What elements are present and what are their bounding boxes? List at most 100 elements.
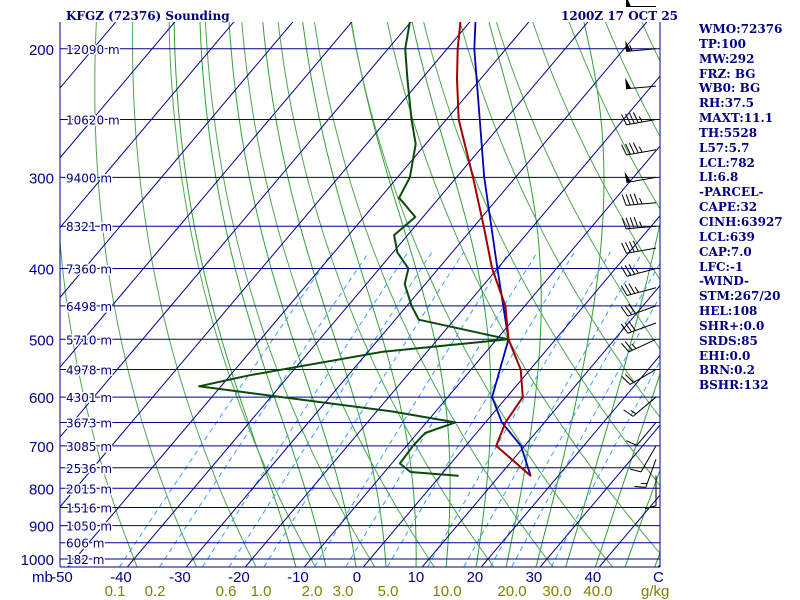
dewpoint-profile-point-4 [424, 432, 426, 434]
temperature-profile-point-3 [521, 396, 524, 398]
dewpoint-profile [198, 22, 510, 477]
wind-barb-pennant [625, 40, 632, 52]
stat-24: BSHR:132 [699, 378, 769, 393]
wind-barb-7 [621, 112, 657, 126]
wind-barb-flag [624, 265, 632, 276]
wind-barb-flag [620, 285, 628, 296]
dewpoint-profile-point-5 [454, 421, 457, 424]
height-label-10: 4301 m [66, 391, 112, 405]
stat-13: CINH:63927 [699, 214, 783, 229]
wind-barb-half-flag [638, 116, 643, 123]
stat-21: SRDS:85 [699, 333, 758, 348]
wind-barb-half-flag [638, 146, 643, 153]
wind-barb-shaft-15 [627, 305, 657, 317]
wind-barb-flag [632, 112, 639, 123]
temperature-profile-point-2 [504, 421, 507, 424]
temp-tick-30: 30 [526, 569, 543, 586]
height-label-2: 12090 m [66, 43, 120, 57]
temp-tick--30: -30 [169, 569, 191, 586]
stat-22: EHI:0.0 [699, 348, 751, 363]
stat-12: CAPE:32 [699, 200, 758, 215]
isotherm--80 [60, 22, 353, 369]
mixing-ratio-line-5 [386, 252, 575, 567]
dewpoint-profile-point-2 [399, 462, 401, 465]
wind-barb-flag [625, 217, 631, 229]
station-title: KFGZ (72376) Sounding [66, 9, 230, 23]
stat-14: LCL:639 [699, 229, 755, 244]
mixing-ratio-tick-3: 1.0 [251, 583, 272, 600]
isobars [59, 22, 661, 568]
height-label-12: 3085 m [66, 440, 112, 454]
wind-barb-shaft-13 [626, 268, 657, 277]
wind-barb-flag [629, 241, 635, 253]
wind-barb-shaft-8 [626, 149, 657, 156]
dewpoint-profile-point-7 [198, 385, 200, 388]
stat-19: HEL:108 [699, 304, 758, 319]
dewpoint-profile-point-1 [409, 471, 412, 473]
temp-tick--40: -40 [110, 569, 132, 586]
wind-barb-11 [621, 216, 657, 230]
pressure-tick-1000: 1000 [21, 552, 54, 569]
mixing-ratio-tick-5: 3.0 [333, 583, 354, 600]
parcel-path-point-1 [520, 445, 522, 447]
temp-tick-20: 20 [467, 569, 484, 586]
isotherm--50 [67, 22, 530, 567]
wind-barb-flag [629, 217, 635, 229]
isotherm-30 [539, 424, 660, 567]
mixing-ratio-line-20 [511, 295, 660, 567]
wind-barb-23 [644, 475, 657, 510]
dewpoint-profile-point-22 [406, 78, 409, 80]
wind-barb-shaft-20 [636, 422, 657, 446]
wind-barb-flag [621, 144, 627, 156]
height-label-5: 8321 m [66, 220, 112, 234]
wind-barb-13 [620, 264, 657, 277]
wind-barb-16 [620, 320, 657, 334]
wind-barb-flag [624, 305, 632, 316]
mixing-ratio-unit: g/kg [641, 583, 669, 600]
mixing-ratio-tick-4: 2.0 [302, 583, 323, 600]
wind-barb-shaft-17 [628, 338, 657, 353]
wind-barb-5 [625, 40, 657, 52]
height-label-6: 7360 m [66, 263, 112, 277]
height-label-15: 1516 m [66, 501, 112, 515]
wind-barb-flag [624, 341, 633, 351]
wind-barb-flag [628, 320, 636, 331]
isotherm--20 [244, 75, 660, 567]
wind-barb-half-flag [639, 197, 643, 205]
dewpoint-profile-point-20 [414, 143, 417, 145]
wind-barb-flag [620, 323, 629, 334]
temperature-profile-point-5 [507, 338, 510, 341]
temp-tick-10: 10 [408, 569, 425, 586]
wind-barb-flag [628, 283, 636, 294]
stat-8: L57:5.7 [699, 140, 750, 155]
pressure-tick-700: 700 [29, 439, 54, 456]
wind-barb-flag [620, 306, 629, 317]
wind-barb-flag [625, 143, 631, 155]
wind-barb-12 [621, 240, 657, 254]
mixing-ratio-tick-0: 0.1 [105, 583, 126, 600]
mixing-ratio-line-0.2 [158, 252, 370, 567]
stat-16: LFC:-1 [699, 259, 744, 274]
temp-tick--10: -10 [287, 569, 309, 586]
wind-barb-flag [621, 376, 631, 385]
stat-5: RH:37.5 [699, 96, 754, 111]
wind-barb-shaft-21 [640, 445, 657, 473]
height-label-13: 2536 m [66, 462, 112, 476]
wind-barb-flag [621, 217, 627, 229]
wind-barb-half-flag [631, 343, 637, 349]
temp-tick--20: -20 [228, 569, 250, 586]
mixing-ratio-line-30 [550, 360, 660, 567]
mixing-ratio-tick-9: 30.0 [542, 583, 571, 600]
parcel-path-point-6 [483, 176, 486, 179]
pressure-tick-800: 800 [29, 481, 54, 498]
pressure-tick-200: 200 [29, 42, 54, 59]
wind-barbs [620, 0, 657, 510]
wind-barb-half-flag [639, 221, 643, 228]
isotherm--100 [60, 22, 235, 229]
wind-barb-flag [628, 264, 636, 275]
wind-barb-19 [623, 396, 657, 417]
stat-0: WMO:72376 [699, 22, 783, 36]
dewpoint-profile-point-3 [412, 445, 414, 447]
temperature-profile-point-12 [456, 48, 459, 50]
